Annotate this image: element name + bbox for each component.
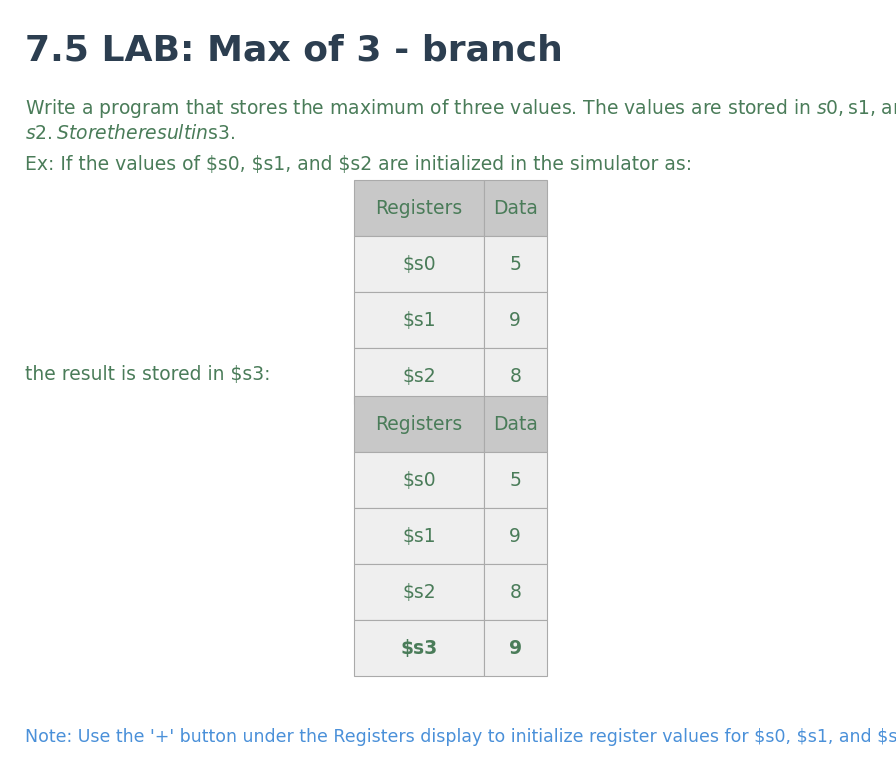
Text: $s2. Store the result in $s3.: $s2. Store the result in $s3. [25, 124, 236, 143]
Bar [354, 348, 484, 404]
Text: Registers: Registers [375, 199, 462, 218]
Bar [484, 236, 547, 292]
Bar [354, 292, 484, 348]
Bar [484, 348, 547, 404]
Bar [354, 236, 484, 292]
Text: $s2: $s2 [402, 367, 435, 385]
Bar [484, 180, 547, 236]
Text: 9: 9 [509, 527, 521, 545]
Bar [354, 452, 484, 508]
Text: the result is stored in $s3:: the result is stored in $s3: [25, 365, 271, 384]
Text: 7.5 LAB: Max of 3 - branch: 7.5 LAB: Max of 3 - branch [25, 33, 563, 68]
Text: $s3: $s3 [401, 639, 437, 657]
Bar [484, 508, 547, 564]
Text: 8: 8 [509, 367, 521, 385]
Bar [484, 396, 547, 452]
Bar [354, 508, 484, 564]
Text: $s1: $s1 [402, 311, 435, 329]
Text: $s2: $s2 [402, 583, 435, 601]
Text: 8: 8 [509, 583, 521, 601]
Bar [484, 292, 547, 348]
Text: 9: 9 [509, 639, 521, 657]
Bar [354, 180, 484, 236]
Text: 5: 5 [509, 471, 521, 490]
Bar [354, 564, 484, 620]
Text: $s0: $s0 [402, 471, 435, 490]
Text: Ex: If the values of $s0, $s1, and $s2 are initialized in the simulator as:: Ex: If the values of $s0, $s1, and $s2 a… [25, 155, 693, 174]
Text: 9: 9 [509, 311, 521, 329]
Text: Registers: Registers [375, 415, 462, 434]
Text: Data: Data [493, 415, 538, 434]
Text: $s1: $s1 [402, 527, 435, 545]
Bar [354, 620, 484, 676]
Bar [484, 452, 547, 508]
Text: Write a program that stores the maximum of three values. The values are stored i: Write a program that stores the maximum … [25, 97, 896, 120]
Bar [354, 396, 484, 452]
Text: Note: Use the '+' button under the Registers display to initialize register valu: Note: Use the '+' button under the Regis… [25, 728, 896, 746]
Bar [484, 620, 547, 676]
Text: 5: 5 [509, 255, 521, 274]
Bar [484, 564, 547, 620]
Text: $s0: $s0 [402, 255, 435, 274]
Text: Data: Data [493, 199, 538, 218]
